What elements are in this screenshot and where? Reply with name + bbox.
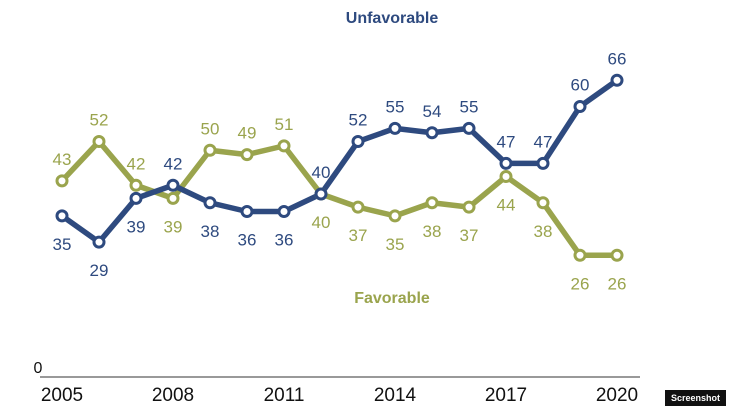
unfavorable-data-label: 36 (238, 231, 257, 250)
favorable-point (499, 170, 513, 183)
favorable-data-label: 52 (90, 111, 109, 130)
favorable-point (462, 200, 476, 214)
unfavorable-point (536, 156, 550, 170)
favorable-data-label: 44 (497, 196, 516, 215)
unfavorable-point (277, 205, 291, 218)
unfavorable-point (129, 191, 143, 205)
series-points (55, 73, 624, 262)
data-labels: 43 52 42 39 50 49 51 40 37 35 38 37 44 38 26 26 35 29 39 42… (53, 49, 627, 293)
unfavorable-series-title: Unfavorable (346, 10, 439, 27)
unfavorable-point (388, 121, 402, 135)
unfavorable-data-label: 54 (423, 102, 442, 121)
unfavorable-point (462, 121, 476, 135)
unfavorable-data-label: 42 (164, 154, 183, 173)
unfavorable-data-label: 47 (497, 132, 516, 151)
unfavorable-point (92, 235, 106, 249)
favorable-data-label: 26 (571, 274, 590, 293)
unfavorable-data-label: 52 (349, 111, 368, 130)
unfavorable-data-label: 55 (460, 97, 479, 116)
unfavorable-data-label: 29 (90, 261, 109, 280)
unfavorable-data-label: 38 (201, 222, 220, 241)
favorable-data-label: 43 (53, 150, 72, 169)
favorable-point (351, 200, 365, 214)
favorable-data-label: 37 (349, 226, 368, 245)
unfavorable-data-label: 55 (386, 97, 405, 116)
favorable-point (129, 178, 143, 192)
favorable-point (203, 143, 217, 157)
unfavorable-point (610, 73, 624, 87)
favorable-data-label: 37 (460, 226, 479, 245)
unfavorable-point (240, 205, 254, 218)
favorable-data-label: 51 (275, 115, 294, 134)
favorable-series-title: Favorable (354, 290, 430, 307)
unfavorable-data-label: 36 (275, 231, 294, 250)
favorable-point (92, 135, 106, 148)
favorable-point (388, 209, 402, 223)
favorable-point (425, 196, 439, 210)
favorable-point (277, 139, 291, 153)
favorable-data-label: 40 (312, 213, 331, 232)
favorable-data-label: 39 (164, 217, 183, 236)
unfavorable-data-label: 35 (53, 235, 72, 254)
unfavorable-point (55, 209, 69, 223)
x-tick-label: 2014 (374, 385, 417, 406)
unfavorable-data-label: 40 (312, 163, 331, 182)
unfavorable-point (499, 156, 513, 170)
unfavorable-point (166, 178, 180, 192)
favorable-data-label: 38 (423, 222, 442, 241)
unfavorable-point (351, 135, 365, 148)
x-tick-label: 2017 (485, 385, 527, 406)
unfavorable-data-label: 66 (608, 49, 627, 68)
favorable-point (536, 196, 550, 210)
series-lines (59, 77, 620, 258)
unfavorable-data-label: 60 (571, 76, 590, 95)
favorable-point (55, 174, 69, 188)
unfavorable-point (314, 187, 328, 201)
unfavorable-line (59, 77, 620, 245)
favorable-point (240, 148, 254, 162)
favorable-data-label: 42 (127, 154, 146, 173)
favorable-data-label: 26 (608, 274, 627, 293)
unfavorable-data-label: 47 (534, 132, 553, 151)
y-zero-label: 0 (34, 360, 43, 377)
x-axis: 0 2005 2008 2011 2014 2017 2020 (34, 360, 640, 406)
favorable-data-label: 38 (534, 222, 553, 241)
unfavorable-point (425, 126, 439, 140)
favorable-data-label: 49 (238, 124, 257, 143)
favorable-point (610, 248, 624, 262)
x-tick-label: 2020 (596, 385, 638, 406)
favorable-data-label: 35 (386, 235, 405, 254)
x-tick-label: 2008 (152, 385, 194, 406)
x-tick-label: 2011 (264, 385, 305, 406)
favorable-data-label: 50 (201, 119, 220, 138)
unfavorable-point (203, 196, 217, 210)
x-tick-label: 2005 (41, 385, 83, 406)
unfavorable-data-label: 39 (127, 217, 146, 236)
unfavorable-point (573, 100, 587, 113)
screenshot-badge: Screenshot (664, 390, 726, 406)
favorable-point (166, 191, 180, 205)
favorable-point (573, 248, 587, 262)
